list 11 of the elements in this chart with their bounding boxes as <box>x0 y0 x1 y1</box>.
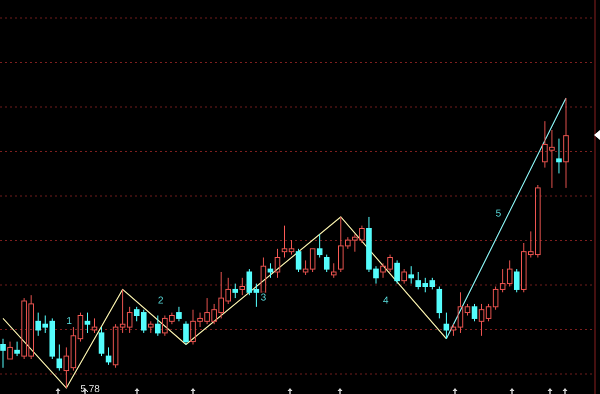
annotation: 5 <box>496 208 502 220</box>
annotation: 4 <box>383 296 390 307</box>
candlestick <box>0 338 6 368</box>
candlestick <box>444 312 450 340</box>
candlestick <box>84 312 90 334</box>
annotation: 3 <box>260 292 267 304</box>
annotation: 1 <box>66 316 72 327</box>
annotation: 2 <box>158 296 164 307</box>
candlestick <box>563 98 569 188</box>
candlestick <box>274 248 280 278</box>
candlestick <box>556 138 562 174</box>
